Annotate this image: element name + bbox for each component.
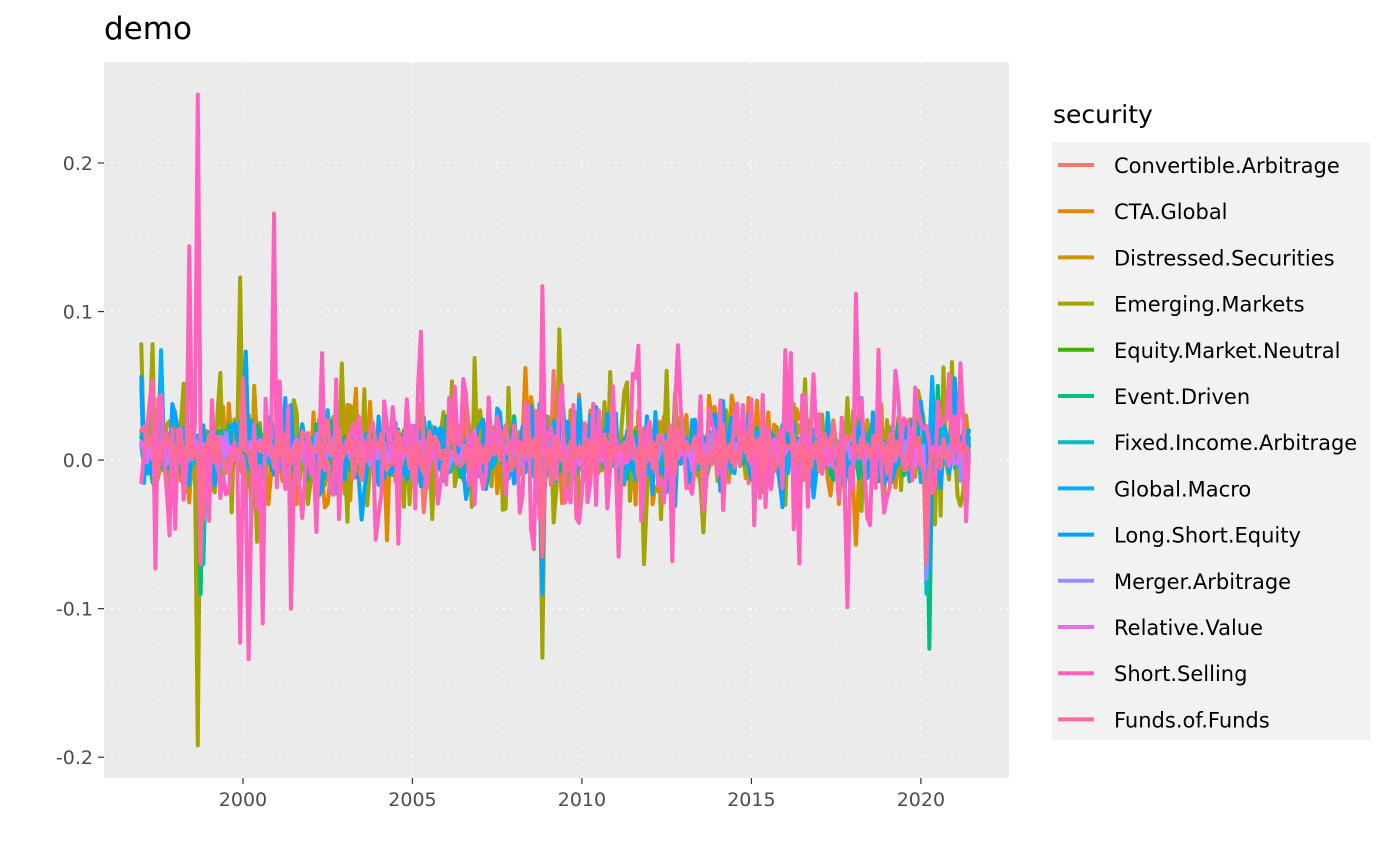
legend: security Convertible.Arbitrage CTA.Global… — [1052, 100, 1370, 740]
legend-items: Convertible.Arbitrage CTA.Global Distresse… — [1058, 154, 1357, 732]
legend-label: Global.Macro — [1114, 477, 1251, 501]
legend-label: Short.Selling — [1114, 662, 1247, 686]
x-tick-label: 2010 — [558, 789, 606, 811]
legend-label: Event.Driven — [1114, 385, 1250, 409]
series-lines — [139, 92, 971, 748]
legend-background — [1052, 142, 1370, 740]
x-tick-label: 2005 — [388, 789, 436, 811]
x-tick-label: 2020 — [897, 789, 945, 811]
legend-label: Merger.Arbitrage — [1114, 570, 1291, 594]
legend-label: Long.Short.Equity — [1114, 524, 1301, 548]
chart-title: demo — [104, 11, 192, 47]
y-tick-label: 0.2 — [63, 153, 93, 175]
legend-label: Convertible.Arbitrage — [1114, 154, 1340, 178]
y-tick-label: 0.0 — [63, 450, 93, 472]
axes: 2000 2005 2010 2015 2020 -0.2 -0.1 0.0 0.1 0.2 — [56, 153, 945, 811]
y-tick-label: 0.1 — [63, 302, 93, 324]
legend-label: Relative.Value — [1114, 616, 1263, 640]
series-line-funds-of-funds — [139, 376, 971, 567]
x-tick-label: 2015 — [727, 789, 775, 811]
y-tick-label: -0.2 — [56, 747, 93, 769]
legend-title: security — [1053, 100, 1153, 129]
y-tick-label: -0.1 — [56, 599, 93, 621]
legend-label: Funds.of.Funds — [1114, 708, 1270, 732]
legend-label: CTA.Global — [1114, 200, 1228, 224]
x-tick-label: 2000 — [219, 789, 267, 811]
legend-label: Fixed.Income.Arbitrage — [1114, 431, 1357, 455]
legend-label: Emerging.Markets — [1114, 293, 1305, 317]
legend-label: Equity.Market.Neutral — [1114, 339, 1340, 363]
legend-label: Distressed.Securities — [1114, 246, 1335, 270]
